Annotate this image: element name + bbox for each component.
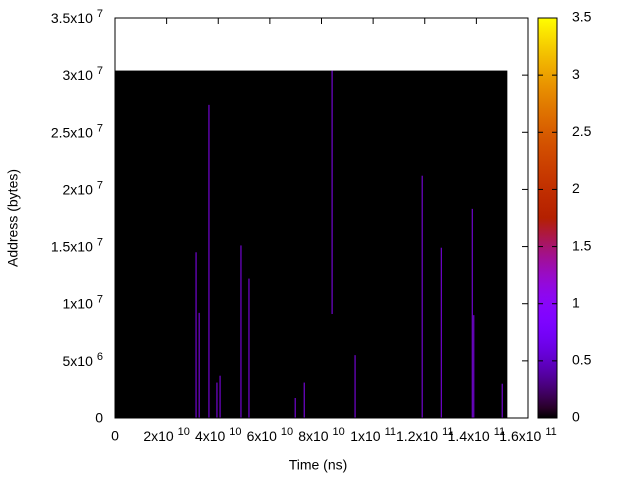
tick-mantissa: 1.5x10 [51,238,93,254]
tick-exponent: 11 [385,426,396,438]
y-tick-label: 1x10 7 [63,294,103,312]
colorbar-tick-label: 3 [572,66,580,82]
tick-mantissa: 8x10 [298,428,329,444]
heatmap-segment [440,247,442,418]
heatmap-segment [219,375,221,418]
y-tick-label: 3.5x10 7 [51,8,103,26]
tick-exponent: 7 [97,236,103,248]
tick-exponent: 11 [442,426,453,438]
heatmap-segment [501,383,503,418]
y-tick-label: 0 [95,410,103,426]
heatmap-segment [198,312,200,418]
tick-exponent: 7 [97,8,103,20]
x-tick-label: 8x10 10 [298,426,345,444]
colorbar-tick-label: 1.5 [572,237,592,253]
tick-mantissa: 3.5x10 [51,10,93,26]
colorbar [537,17,558,419]
heatmap-background [115,70,508,419]
heatmap-segment [331,70,333,314]
heatmap-segment [473,315,475,418]
heatmap-segment [195,252,197,418]
x-tick-label: 1x10 11 [350,426,396,444]
tick-mantissa: 5x10 [63,353,94,369]
tick-mantissa: 1x10 [63,295,94,311]
y-tick-label: 1.5x10 7 [51,236,103,254]
tick-mantissa: 2x10 [63,181,94,197]
y-tick-label: 5x10 6 [63,351,103,369]
x-tick-label: 2x10 10 [143,426,190,444]
tick-mantissa: 1.2x10 [396,428,438,444]
x-axis-label: Time (ns) [289,457,348,473]
tick-exponent: 7 [97,122,103,134]
heatmap-segment [354,355,356,418]
x-tick-label: 6x10 10 [247,426,294,444]
heatmap-segment [208,104,210,418]
heatmap-segment [248,278,250,418]
x-tick-label: 4x10 10 [195,426,242,444]
tick-exponent: 6 [97,351,103,363]
heatmap-segment [421,175,423,418]
x-tick-label: 0 [111,428,119,444]
heatmap-segment [471,208,473,418]
tick-mantissa: 1x10 [350,428,381,444]
colorbar-tick-label: 2.5 [572,123,592,139]
y-tick-label: 2.5x10 7 [51,122,103,140]
tick-exponent: 11 [494,426,505,438]
tick-mantissa: 1.6x10 [499,428,541,444]
tick-exponent: 10 [333,426,345,438]
colorbar-tick-label: 0.5 [572,352,592,368]
colorbar-tick-label: 0 [572,409,580,425]
x-tick-label: 1.4x10 11 [448,426,505,444]
tick-exponent: 7 [97,65,103,77]
tick-exponent: 10 [178,426,190,438]
colorbar-tick-label: 3.5 [572,9,592,25]
tick-mantissa: 3x10 [63,67,94,83]
colorbar-tick-label: 2 [572,180,580,196]
tick-exponent: 7 [97,179,103,191]
heatmap-segment [294,398,296,418]
tick-mantissa: 6x10 [247,428,278,444]
heatmap-segment [216,382,218,418]
heatmap-segment [240,245,242,418]
y-tick-label: 3x10 7 [63,65,103,83]
tick-mantissa: 2.5x10 [51,124,93,140]
tick-exponent: 10 [281,426,293,438]
plot-border [114,17,529,419]
x-tick-label: 1.6x10 11 [499,426,556,444]
y-tick-label: 2x10 7 [63,179,103,197]
tick-exponent: 7 [97,294,103,306]
tick-mantissa: 1.4x10 [448,428,490,444]
heatmap-segment [303,382,305,418]
tick-exponent: 10 [229,426,241,438]
colorbar-tick-label: 1 [572,294,580,310]
tick-mantissa: 4x10 [195,428,226,444]
x-tick-label: 1.2x10 11 [396,426,453,444]
y-axis-label: Address (bytes) [5,169,21,267]
tick-exponent: 11 [545,426,556,438]
tick-mantissa: 2x10 [143,428,174,444]
